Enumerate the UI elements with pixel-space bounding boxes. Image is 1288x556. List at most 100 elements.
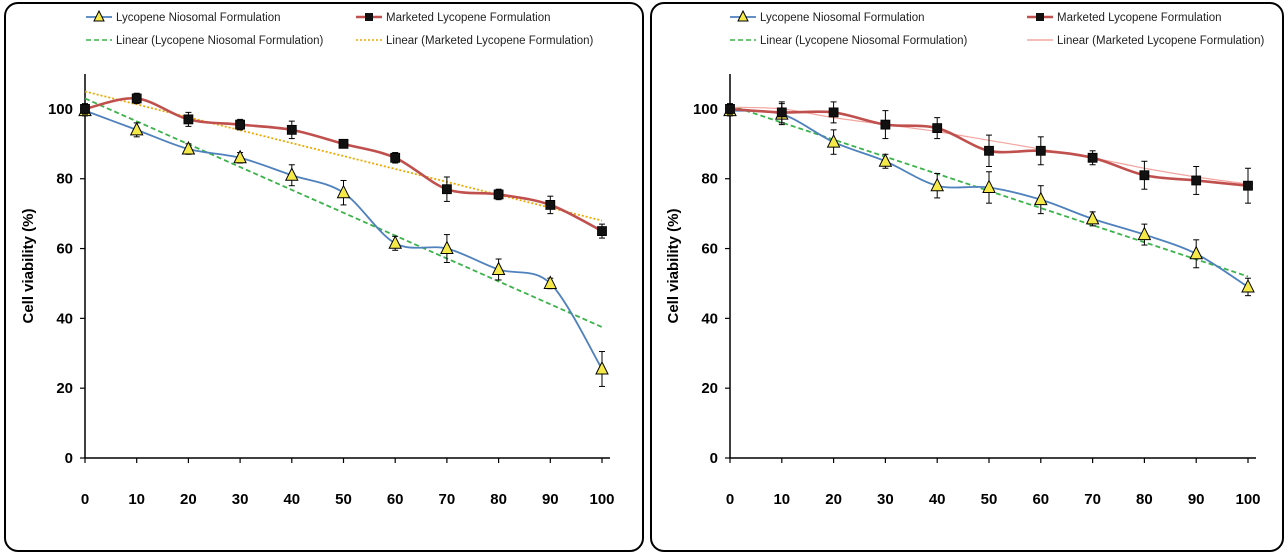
x-tick-label: 60 (387, 491, 404, 508)
data-point (284, 167, 299, 181)
y-tick-label: 20 (701, 380, 718, 397)
data-point (183, 114, 194, 125)
y-axis-title: Cell viability (%) (665, 208, 682, 323)
legend-marker (1036, 13, 1044, 21)
legend-marker (365, 13, 373, 21)
data-point (880, 119, 891, 130)
legend-label: Lycopene Niosomal Formulation (760, 12, 925, 24)
data-point (597, 226, 607, 236)
x-tick-label: 100 (589, 491, 614, 508)
data-point (131, 93, 142, 104)
y-tick-label: 0 (710, 450, 718, 467)
x-tick-label: 90 (1188, 491, 1205, 508)
data-point (129, 121, 144, 136)
y-tick-label: 40 (56, 310, 73, 327)
data-point (336, 184, 351, 199)
legend-item-2: Linear (Lycopene Niosomal Formulation) (86, 35, 323, 47)
chart-right: 0204060801000102030405060708090100Concen… (665, 9, 1264, 508)
chart-left: 0204060801000102030405060708090100Concen… (20, 9, 615, 508)
legend-item-3: Linear (Marketed Lycopene Formulation) (1027, 35, 1264, 47)
x-tick-label: 50 (335, 491, 352, 508)
data-point (440, 240, 454, 255)
x-tick-label: 70 (439, 491, 456, 508)
legend-item-3: Linear (Marketed Lycopene Formulation) (356, 35, 593, 47)
series-line-0 (84, 109, 603, 370)
x-tick-label: 20 (825, 491, 842, 508)
y-tick-label: 0 (65, 450, 73, 467)
data-point (286, 124, 297, 135)
x-tick-label: 20 (180, 491, 197, 508)
x-tick-label: 40 (929, 491, 946, 508)
y-axis-title: Cell viability (%) (20, 208, 37, 323)
legend-label: Linear (Lycopene Niosomal Formulation) (116, 35, 323, 47)
y-tick-label: 100 (48, 101, 73, 118)
data-point (543, 275, 558, 289)
data-point (725, 104, 735, 114)
y-tick-label: 40 (701, 310, 718, 327)
data-point (595, 360, 609, 375)
chart-panel-left: 0204060801000102030405060708090100Concen… (4, 2, 644, 552)
legend-marker (93, 9, 105, 22)
legend-label: Linear (Marketed Lycopene Formulation) (386, 35, 593, 47)
data-point (388, 235, 403, 249)
data-point (1085, 210, 1100, 225)
legend-item-0: Lycopene Niosomal Formulation (86, 9, 281, 24)
data-point (491, 261, 506, 275)
legend-item-2: Linear (Lycopene Niosomal Formulation) (730, 35, 967, 47)
legend-label: Marketed Lycopene Formulation (1057, 12, 1222, 24)
x-tick-label: 0 (81, 491, 89, 508)
x-tick-label: 80 (490, 491, 507, 508)
data-point (338, 138, 349, 149)
x-tick-label: 40 (283, 491, 300, 508)
data-point (1241, 278, 1255, 293)
x-tick-label: 30 (232, 491, 249, 508)
chart-panel-right: 0204060801000102030405060708090100Concen… (650, 2, 1284, 552)
legend-label: Linear (Lycopene Niosomal Formulation) (760, 35, 967, 47)
y-tick-label: 80 (56, 171, 73, 188)
x-tick-label: 10 (773, 491, 790, 508)
data-point (932, 123, 943, 134)
legend-label: Marketed Lycopene Formulation (386, 12, 551, 24)
data-point (1035, 145, 1046, 156)
x-tick-label: 50 (981, 491, 998, 508)
x-tick-label: 0 (726, 491, 734, 508)
data-point (441, 184, 452, 195)
x-tick-label: 80 (1136, 491, 1153, 508)
data-point (545, 200, 556, 210)
data-point (776, 107, 787, 118)
x-tick-label: 70 (1084, 491, 1101, 508)
data-point (930, 177, 945, 192)
y-tick-label: 20 (56, 380, 73, 397)
legend-label: Linear (Marketed Lycopene Formulation) (1057, 35, 1264, 47)
data-point (984, 145, 994, 156)
data-point (1137, 226, 1152, 241)
data-point (828, 107, 839, 118)
y-tick-label: 100 (693, 101, 718, 118)
data-point (1087, 152, 1098, 163)
legend-item-1: Marketed Lycopene Formulation (1027, 12, 1222, 24)
x-tick-label: 100 (1235, 491, 1260, 508)
data-point (982, 179, 996, 193)
y-tick-label: 80 (701, 171, 718, 188)
data-point (493, 189, 504, 200)
y-tick-label: 60 (56, 241, 73, 258)
data-point (1033, 191, 1048, 206)
x-tick-label: 90 (542, 491, 559, 508)
data-point (1191, 175, 1202, 186)
data-point (1189, 245, 1204, 260)
x-tick-label: 30 (877, 491, 894, 508)
data-point (233, 149, 247, 164)
data-point (826, 133, 841, 148)
legend-label: Lycopene Niosomal Formulation (116, 12, 281, 24)
data-point (235, 119, 246, 130)
legend-item-0: Lycopene Niosomal Formulation (730, 9, 925, 24)
y-tick-label: 60 (701, 241, 718, 258)
trendline-0 (84, 97, 603, 328)
legend-marker (737, 9, 749, 22)
data-point (390, 152, 401, 163)
data-point (1243, 180, 1253, 191)
data-point (181, 140, 196, 155)
series-line-1 (84, 97, 603, 233)
data-point (1139, 170, 1150, 181)
x-tick-label: 60 (1032, 491, 1049, 508)
